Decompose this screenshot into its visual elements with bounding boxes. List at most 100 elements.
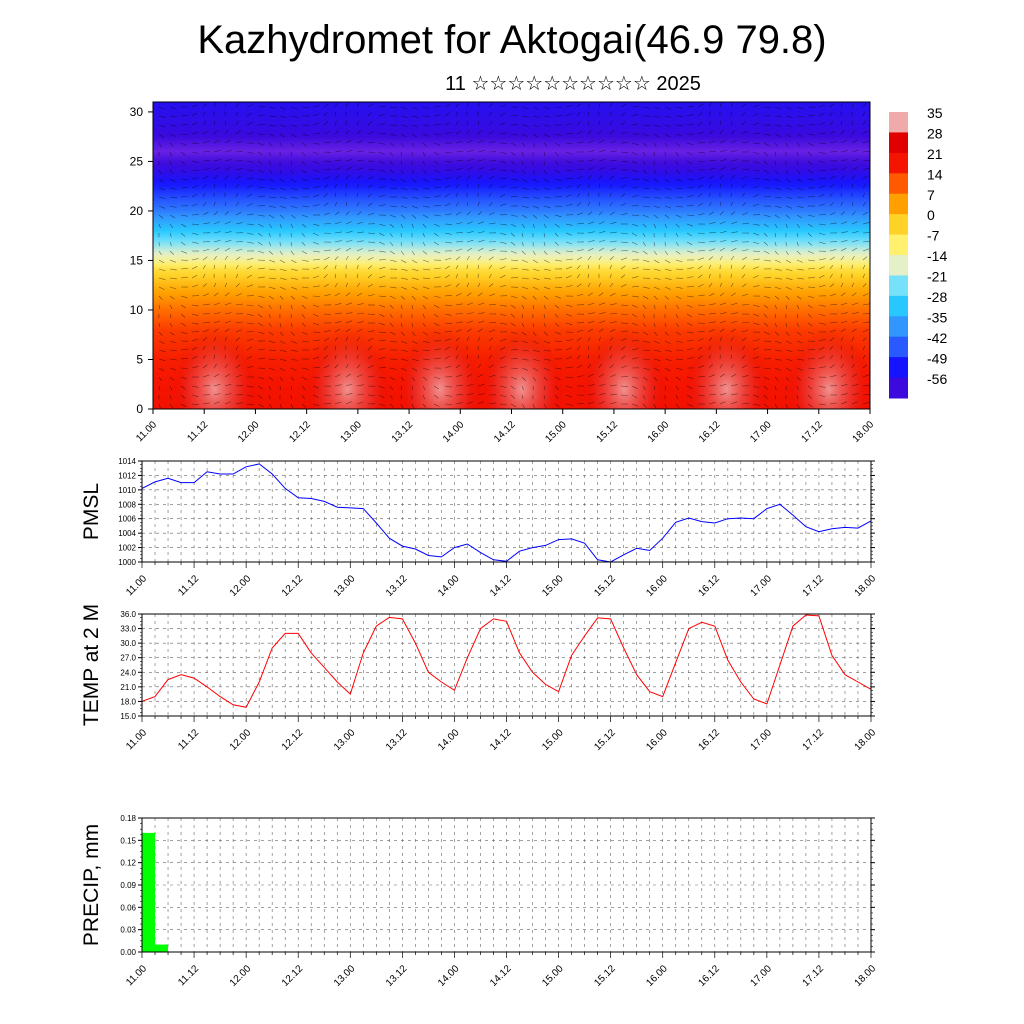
- panel-ytick-label: 1006: [118, 515, 136, 524]
- panel-xtick-label: 12.00: [228, 573, 254, 599]
- panel-xtick-label: 13.00: [332, 727, 358, 753]
- panel-ytick-label: 1004: [118, 529, 136, 538]
- series-line: [141, 463, 872, 563]
- panel-xtick-label: 15.00: [540, 727, 566, 753]
- wind-barbs: [158, 102, 870, 409]
- colorbar-segment: [889, 377, 908, 399]
- heatmap-xtick-label: 13.12: [390, 419, 416, 445]
- panel-xtick-label: 12.12: [280, 727, 306, 753]
- heatmap-ytick-label: 10: [130, 303, 144, 317]
- panel-xtick-label: 17.00: [749, 963, 775, 989]
- heatmap-xtick-label: 13.00: [339, 419, 365, 445]
- heatmap-xtick-label: 14.12: [492, 419, 518, 445]
- panel-ytick-label: 33.0: [120, 625, 136, 634]
- panel-xtick-label: 16.00: [644, 963, 670, 989]
- panel-grid: [142, 614, 871, 716]
- colorbar-label: 35: [927, 105, 943, 121]
- panel-xtick-label: 15.12: [592, 963, 618, 989]
- panel-grid: [142, 818, 871, 952]
- panel-ytick-label: 18.0: [120, 697, 136, 706]
- panel-xtick-label: 15.12: [592, 573, 618, 599]
- colorbar-segment: [889, 357, 908, 379]
- colorbar-label: -56: [927, 371, 947, 387]
- panel-ytick-label: 0.15: [120, 836, 136, 845]
- colorbar-label: -49: [927, 350, 947, 366]
- panel-xtick-label: 18.00: [853, 727, 879, 753]
- panel-ylabel: PMSL: [80, 483, 103, 540]
- panel-xtick-label: 12.12: [280, 573, 306, 599]
- panel-ytick-label: 0.09: [120, 881, 136, 890]
- panel-ytick-label: 1010: [118, 486, 136, 495]
- panel-xtick-label: 14.12: [488, 963, 514, 989]
- heatmap-warm-spot: [684, 329, 769, 409]
- heatmap-xtick-label: 17.00: [748, 419, 774, 445]
- heatmap-xtick-label: 11.12: [185, 419, 210, 444]
- panel-xtick-label: 15.12: [592, 727, 618, 753]
- panel-xtick-label: 15.00: [540, 963, 566, 989]
- colorbar: 35 28 21 14 7 0 -7 -14 -21 -28 -35 -42 -49 -56: [889, 105, 947, 399]
- heatmap-plot: [153, 102, 870, 409]
- colorbar-segment: [889, 234, 908, 256]
- panel-ytick-label: 0.12: [120, 859, 136, 868]
- panel-xtick-label: 14.00: [436, 727, 462, 753]
- panel-xtick-label: 11.12: [176, 573, 201, 598]
- heatmap-xtick-label: 14.00: [441, 419, 467, 445]
- colorbar-segment: [889, 132, 908, 154]
- panel-xtick-label: 16.12: [696, 963, 722, 989]
- panel-ytick-label: 15.0: [120, 712, 136, 721]
- colorbar-segment: [889, 112, 908, 133]
- panel-ytick-label: 0.18: [120, 814, 136, 823]
- panel-xtick-label: 13.00: [332, 963, 358, 989]
- panel-xtick-label: 18.00: [853, 573, 879, 599]
- colorbar-label: -35: [927, 309, 947, 325]
- heatmap-ytick-label: 5: [136, 352, 143, 366]
- panel-ytick-label: 36.0: [120, 610, 136, 619]
- heatmap-xtick-label: 17.12: [799, 419, 825, 445]
- colorbar-label: -14: [927, 248, 947, 264]
- pmsl-panel: 1000 1002 1004 1006 1008 1010 1012 1014 11.00 11.…: [80, 457, 878, 599]
- colorbar-label: 0: [927, 207, 935, 223]
- heatmap-ytick-label: 15: [130, 253, 144, 267]
- colorbar-label: -21: [927, 269, 947, 285]
- colorbar-segment: [889, 275, 908, 297]
- colorbar-segment: [889, 193, 908, 215]
- panel-xtick-label: 14.12: [488, 573, 514, 599]
- panel-ytick-label: 1000: [118, 558, 136, 567]
- heatmap-ytick-label: 20: [130, 204, 144, 218]
- panel-xtick-label: 17.12: [801, 963, 827, 989]
- panel-xtick-label: 14.00: [436, 963, 462, 989]
- panel-xtick-label: 11.00: [124, 727, 149, 752]
- precip-bar: [142, 832, 156, 952]
- panel-ytick-label: 0.00: [120, 948, 136, 957]
- heatmap-warm-spot: [787, 329, 870, 409]
- panel-ylabel: TEMP at 2 M: [80, 604, 103, 726]
- chart-title: Kazhydromet for Aktogai(46.9 79.8): [197, 18, 827, 62]
- panel-ytick-label: 1008: [118, 500, 136, 509]
- panel-xtick-label: 17.12: [801, 727, 827, 753]
- colorbar-label: -7: [927, 228, 940, 244]
- temp-panel: 15.0 18.0 21.0 24.0 27.0 30.0 33.0 36.0 11.00 11.…: [80, 604, 878, 753]
- panel-xtick-label: 13.00: [332, 573, 358, 599]
- colorbar-segment: [889, 214, 908, 236]
- heatmap-xtick-label: 15.00: [543, 419, 569, 445]
- colorbar-segment: [889, 173, 908, 195]
- colorbar-segment: [889, 336, 908, 358]
- series-line: [141, 614, 872, 708]
- heatmap-warm-spot: [479, 329, 564, 409]
- panel-xtick-label: 13.12: [384, 963, 410, 989]
- panel-xtick-label: 14.12: [488, 727, 514, 753]
- panel-ytick-label: 1012: [118, 471, 136, 480]
- colorbar-segment: [889, 295, 908, 317]
- panel-xtick-label: 17.12: [801, 573, 827, 599]
- panel-ytick-label: 27.0: [120, 654, 136, 663]
- panel-ytick-label: 21.0: [120, 683, 136, 692]
- panel-ytick-label: 30.0: [120, 639, 136, 648]
- panel-ytick-label: 1014: [118, 457, 136, 466]
- colorbar-segment: [889, 152, 908, 174]
- panel-xtick-label: 16.00: [644, 727, 670, 753]
- heatmap-ytick-label: 25: [130, 154, 144, 168]
- colorbar-label: -28: [927, 289, 947, 305]
- panel-xtick-label: 11.12: [176, 727, 201, 752]
- panel-xtick-label: 17.00: [749, 727, 775, 753]
